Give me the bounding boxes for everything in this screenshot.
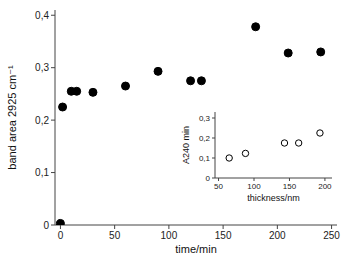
y-tick [51,120,55,121]
points [226,130,323,161]
x-tick-label: 50 [109,230,121,241]
plot-background [215,112,332,178]
x-tick [218,178,219,181]
y-tick-label: 0,3 [35,62,49,73]
plot-background [55,10,337,225]
y-tick [212,118,215,119]
x-axis-label: time/min [175,243,217,255]
x-axis-line [215,178,332,179]
point [197,77,205,85]
point [59,103,67,111]
y-tick [212,158,215,159]
y-tick-label: 0,3 [199,114,211,123]
point [89,88,97,96]
main-panel: 05010015020025000,10,20,30,4time/minband… [6,10,340,255]
point [317,130,323,136]
point [73,87,81,95]
inset-panel: 50 100 150 200 0 0,1 0,2 0,3 thickness/nm A240 mi… [181,112,332,203]
y-tick-label: 0,2 [199,134,211,143]
y-tick [212,178,215,179]
y-tick-label: 0,1 [199,154,211,163]
point [295,140,301,146]
y-tick [51,15,55,16]
x-tick-label: 50 [214,182,223,191]
x-tick [60,225,61,229]
point [122,82,130,90]
point [56,219,64,225]
x-tick [324,178,325,181]
y-tick-label: 0 [206,174,211,183]
x-tick-label: 200 [269,230,286,241]
point [187,77,195,85]
y-tick-label: 0,4 [35,10,49,21]
y-axis-line [55,10,56,225]
y-tick-label: 0 [43,220,49,231]
point [154,67,162,75]
point [226,155,232,161]
x-tick [114,225,115,229]
point [317,48,325,56]
y-tick [212,138,215,139]
x-axis-label: thickness/nm [247,193,300,203]
y-axis-line [215,112,216,178]
y-tick [51,67,55,68]
y-axis-label: A240 min [181,126,191,164]
point [252,23,260,31]
point [281,140,287,146]
y-tick-label: 0,1 [35,167,49,178]
chart: 05010015020025000,10,20,30,4time/minband… [0,0,347,267]
x-tick-label: 150 [215,230,232,241]
x-tick [168,225,169,229]
x-tick-label: 100 [247,182,261,191]
y-axis-label: band area 2925 cm⁻¹ [6,65,18,170]
x-tick-label: 100 [161,230,178,241]
x-tick-label: 150 [283,182,297,191]
x-tick-label: 200 [318,182,332,191]
x-tick-label: 0 [58,230,64,241]
x-tick [223,225,224,229]
x-tick [254,178,255,181]
x-tick [331,225,332,229]
y-tick [51,225,55,226]
point [242,150,248,156]
x-axis-line [55,225,337,226]
x-tick [277,225,278,229]
x-tick [289,178,290,181]
y-tick-label: 0,2 [35,115,49,126]
x-tick-label: 250 [323,230,340,241]
y-tick [51,172,55,173]
point [284,49,292,57]
